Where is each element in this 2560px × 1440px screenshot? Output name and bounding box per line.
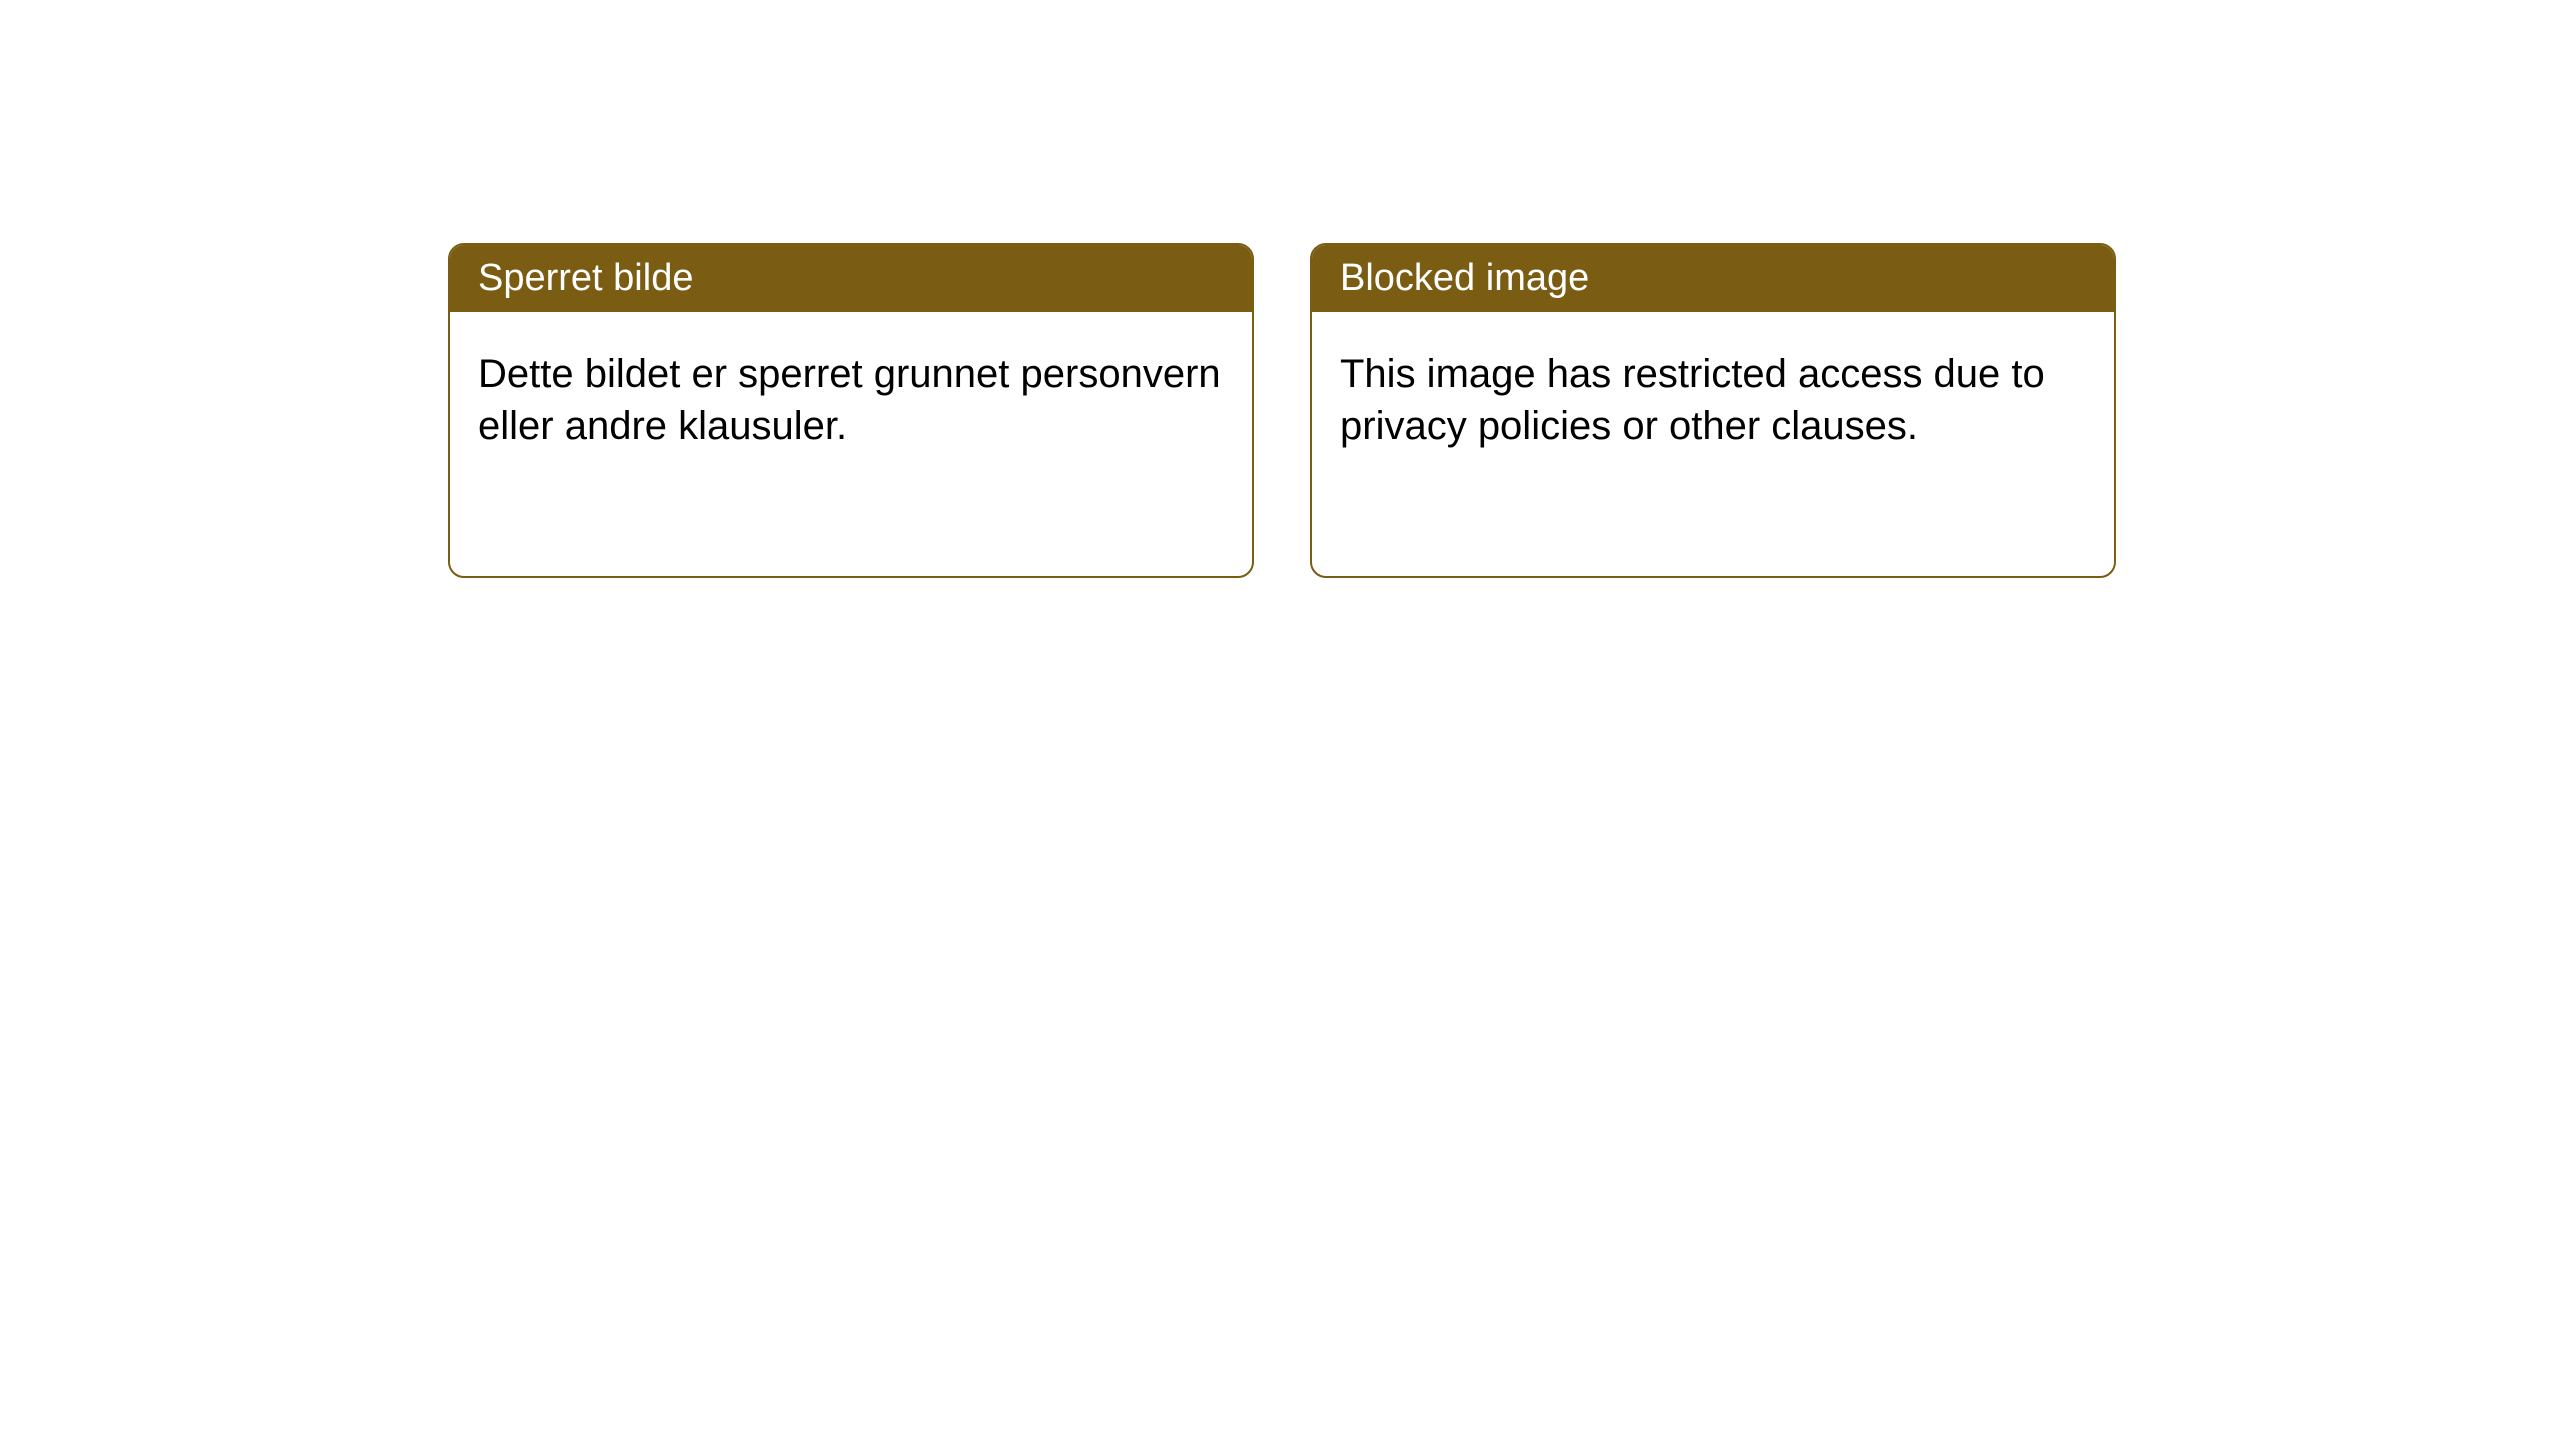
notice-container: Sperret bilde Dette bildet er sperret gr…	[0, 0, 2560, 578]
notice-card-english: Blocked image This image has restricted …	[1310, 243, 2116, 578]
notice-body-english: This image has restricted access due to …	[1312, 312, 2114, 488]
notice-body-norwegian: Dette bildet er sperret grunnet personve…	[450, 312, 1252, 488]
notice-card-norwegian: Sperret bilde Dette bildet er sperret gr…	[448, 243, 1254, 578]
notice-title-english: Blocked image	[1312, 245, 2114, 312]
notice-title-norwegian: Sperret bilde	[450, 245, 1252, 312]
